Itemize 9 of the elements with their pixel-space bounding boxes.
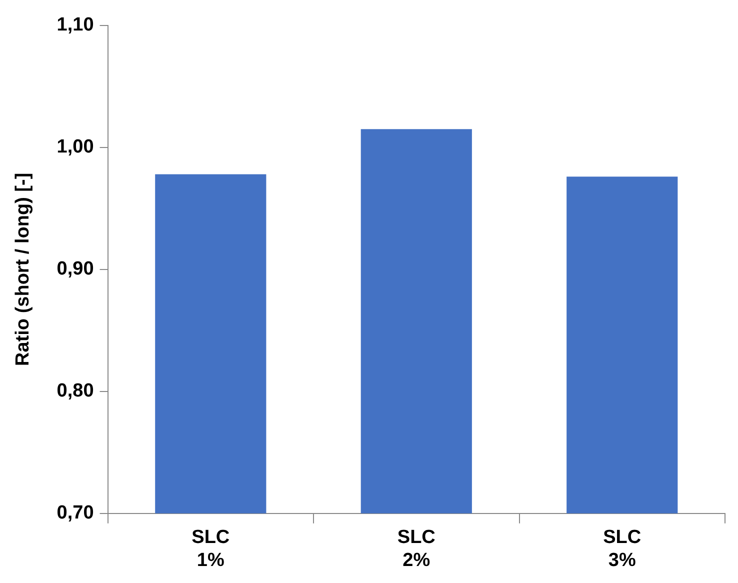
x-tick-label: SLC 2% (397, 527, 436, 571)
x-tick-label: SLC 1% (192, 527, 230, 571)
x-tick-label: SLC 3% (603, 527, 642, 571)
y-tick-label: 0,90 (56, 258, 94, 280)
y-tick-label: 1,10 (56, 14, 94, 36)
y-tick-label: 1,00 (56, 136, 94, 158)
y-tick-label: 0,80 (56, 380, 94, 402)
y-axis-title: Ratio (short / long) [-] (12, 172, 34, 366)
y-tick-label: 0,70 (56, 502, 94, 524)
